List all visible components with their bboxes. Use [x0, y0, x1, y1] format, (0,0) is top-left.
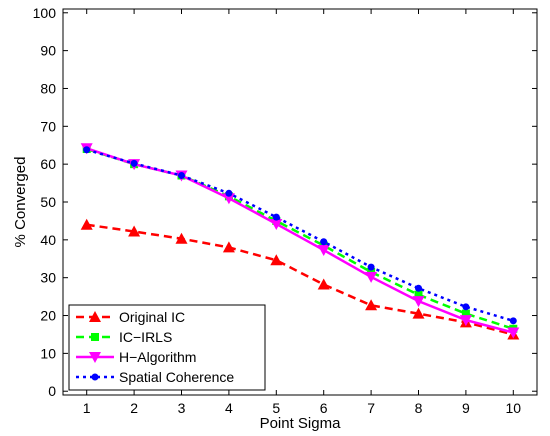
y-tick-label: 90 [40, 43, 56, 59]
legend-item: H−Algorithm [76, 349, 196, 365]
x-tick-label: 6 [320, 400, 328, 416]
x-tick-label: 8 [415, 400, 423, 416]
legend: Original IC IC−IRLS H−Algorithm Spatial Coh… [68, 304, 266, 391]
x-tick-label: 3 [178, 400, 186, 416]
legend-label: Original IC [119, 309, 185, 325]
series-line [86, 148, 514, 323]
data-point [128, 225, 141, 237]
data-point [178, 172, 185, 180]
y-tick-label: 40 [40, 232, 56, 248]
legend-label: H−Algorithm [119, 349, 196, 365]
y-tick-label: 30 [40, 270, 56, 286]
data-point [415, 284, 422, 292]
data-point [130, 159, 138, 167]
legend-label: Spatial Coherence [119, 369, 234, 385]
data-point [320, 238, 328, 246]
data-point [365, 299, 378, 311]
data-point [414, 290, 423, 299]
legend-label: IC−IRLS [119, 329, 172, 345]
x-axis: 1 2 3 4 5 6 7 8 9 10 [83, 9, 521, 416]
legend-marker [89, 311, 101, 322]
x-tick-label: 1 [83, 400, 91, 416]
data-point [365, 271, 378, 283]
y-axis: 0 10 20 30 40 50 60 70 80 90 100 [33, 5, 537, 399]
legend-marker [89, 352, 101, 363]
data-point [412, 296, 425, 308]
data-point [175, 232, 188, 244]
legend-marker [91, 333, 99, 341]
series-line [86, 147, 514, 334]
data-point [83, 146, 91, 154]
data-point [317, 245, 330, 257]
legend-item: Original IC [76, 309, 185, 325]
x-axis-title: Point Sigma [260, 415, 342, 432]
data-point [461, 309, 470, 318]
series-1 [80, 218, 520, 340]
y-tick-label: 60 [40, 156, 56, 172]
data-point [222, 241, 235, 253]
data-point [80, 218, 93, 230]
x-tick-label: 7 [367, 400, 375, 416]
y-tick-label: 100 [33, 5, 57, 21]
series-line [86, 147, 514, 330]
data-point [272, 213, 280, 221]
data-point [507, 327, 520, 339]
series-4 [83, 146, 517, 325]
data-point [412, 307, 425, 319]
x-tick-label: 9 [462, 400, 470, 416]
y-tick-label: 80 [40, 80, 56, 96]
y-tick-label: 70 [40, 118, 56, 134]
data-point [367, 263, 375, 271]
data-point [222, 193, 235, 205]
data-point [462, 303, 470, 311]
y-tick-label: 0 [48, 383, 56, 399]
y-tick-label: 10 [40, 345, 56, 361]
x-tick-label: 10 [506, 400, 522, 416]
y-axis-title: % Converged [12, 157, 29, 248]
data-point [317, 278, 330, 290]
y-tick-label: 20 [40, 308, 56, 324]
legend-marker [91, 373, 99, 381]
data-point [509, 317, 517, 325]
data-point [270, 218, 283, 230]
legend-item: IC−IRLS [76, 329, 172, 345]
x-tick-label: 4 [225, 400, 233, 416]
data-point [225, 189, 233, 197]
data-point [459, 315, 472, 327]
series-layer [80, 143, 520, 340]
y-tick-label: 50 [40, 194, 56, 210]
series-3 [80, 143, 520, 339]
x-tick-label: 5 [272, 400, 280, 416]
data-point [270, 254, 283, 266]
legend-box [68, 304, 266, 391]
legend-item: Spatial Coherence [76, 369, 234, 385]
x-tick-label: 2 [130, 400, 138, 416]
series-line [86, 223, 514, 336]
